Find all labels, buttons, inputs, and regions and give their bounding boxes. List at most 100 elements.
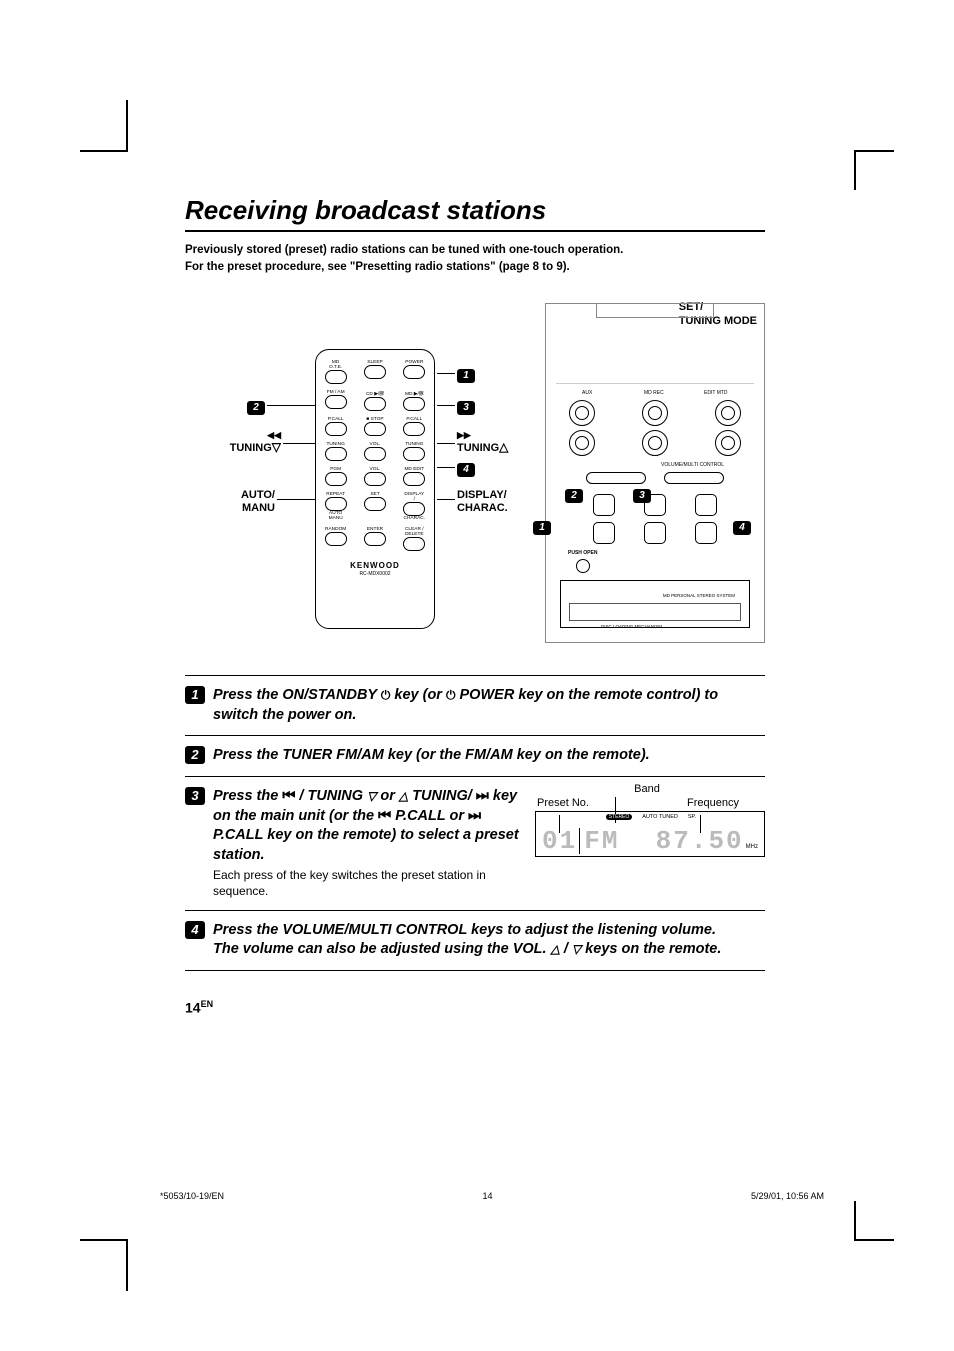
unit-tray: [596, 304, 714, 318]
step-3-d: TUNING/: [408, 788, 476, 804]
remote-button: [364, 365, 386, 379]
crop-mark: [854, 1201, 894, 1241]
step-4-a: Press the VOLUME/MULTI CONTROL keys to a…: [213, 922, 716, 938]
remote-label: P.CALL: [403, 417, 425, 422]
numtag-2: 2: [247, 401, 265, 415]
lcd-top-labels: . Band .: [535, 783, 765, 797]
numtag-1: 1: [533, 521, 551, 535]
unit-knob: [642, 430, 668, 456]
page-number-value: 14: [185, 999, 201, 1015]
remote-label: MD EDIT: [403, 467, 425, 472]
callout-tag-1b: 1: [533, 519, 551, 537]
remote-button: [403, 397, 425, 411]
triangle-up-icon: △: [551, 946, 560, 953]
callout-tuning-left: ◀◀ TUNING▽: [201, 429, 281, 454]
remote-label: TUNING: [403, 442, 425, 447]
step-3-sub: Each press of the key switches the prese…: [213, 867, 521, 899]
remote-button: [325, 497, 347, 511]
lcd-mid-labels: Preset No. Frequency: [535, 797, 765, 811]
remote-button: [325, 532, 347, 546]
remote-button: [403, 502, 425, 516]
callout-line: [437, 467, 455, 468]
callout-tuning-right-text: TUNING: [457, 442, 499, 454]
remote-label: MD O.T.E.: [325, 360, 347, 370]
remote-button: [364, 422, 386, 436]
remote-label: DISPLAY /: [403, 492, 425, 502]
lcd-freq-label: Frequency: [687, 797, 739, 809]
remote-label: PGM: [325, 467, 347, 472]
lcd-band-value: FM: [579, 828, 619, 854]
step-4: 4 Press the VOLUME/MULTI CONTROL keys to…: [185, 911, 765, 971]
crop-mark: [854, 150, 894, 190]
step-2: 2 Press the TUNER FM/AM key (or the FM/A…: [185, 736, 765, 777]
remote-button: [403, 537, 425, 551]
step-3-f: P.CALL or: [391, 808, 468, 824]
page-content: Receiving broadcast stations Previously …: [185, 195, 765, 1015]
callout-tag-2: 2: [247, 399, 265, 417]
remote-button: [364, 447, 386, 461]
remote-button: [364, 472, 386, 486]
triangle-down-icon: ▽: [367, 793, 376, 800]
unit-ctrl-row-2: [578, 522, 732, 544]
unit-ctrl-button: [695, 494, 717, 516]
remote-button: [403, 447, 425, 461]
unit-knob-label: MD REC: [644, 390, 664, 396]
page-title: Receiving broadcast stations: [185, 195, 765, 232]
unit-knob: [715, 430, 741, 456]
unit-push-open-label: PUSH OPEN: [568, 550, 597, 556]
remote-button: [325, 472, 347, 486]
unit-ctrl-button: [695, 522, 717, 544]
unit-ctrl-button: [593, 522, 615, 544]
callout-auto-manu: AUTO/ MANU: [215, 489, 275, 514]
step-number-2: 2: [185, 746, 205, 764]
diagram-area: SET/ TUNING MODE MD O.T.E. SLEEP POWER F…: [185, 271, 765, 651]
power-icon: ⏻: [381, 688, 391, 702]
unit-knob: [715, 400, 741, 426]
callout-tuning-right: ▶▶ TUNING△: [457, 429, 508, 454]
step-3-c: or: [376, 788, 399, 804]
remote-control-diagram: MD O.T.E. SLEEP POWER FM / AM CD ▶/䐁 MD …: [315, 349, 435, 629]
unit-knob: [569, 430, 595, 456]
lcd-freq-value: 87.50: [656, 828, 744, 854]
unit-knob: [642, 400, 668, 426]
footer-right: 5/29/01, 10:56 AM: [751, 1191, 824, 1201]
step-number-4: 4: [185, 921, 205, 939]
page-number: 14EN: [185, 999, 765, 1016]
unit-screen-inner: [569, 603, 741, 621]
remote-label: SLEEP: [364, 360, 386, 365]
numtag-1: 1: [457, 369, 475, 383]
step-1-text-b: key (or: [390, 687, 446, 703]
unit-screen: MD PERSONAL STEREO SYSTEM DISC LOADING M…: [560, 580, 750, 628]
unit-screen-sub: DISC LOADING MECHANISM: [601, 624, 662, 629]
skip-prev-icon: ⏮: [282, 788, 295, 804]
numtag-3: 3: [457, 401, 475, 415]
callout-line: [277, 499, 315, 500]
lcd-mhz: MHz: [746, 844, 758, 850]
remote-button: [325, 370, 347, 384]
step-number-3: 3: [185, 787, 205, 805]
remote-label: AUTO MANU: [325, 511, 347, 521]
remote-button: [364, 497, 386, 511]
callout-tuning-left-text: TUNING: [230, 442, 272, 454]
unit-screen-strip: MD PERSONAL STEREO SYSTEM: [663, 593, 735, 598]
lcd-indicators: STEREO AUTO TUNED SP.: [606, 814, 696, 820]
step-4-c: keys on the remote.: [581, 941, 721, 957]
crop-mark: [126, 1241, 128, 1291]
step-1-head: Press the ON/STANDBY ⏻ key (or ⏻ POWER k…: [213, 686, 765, 725]
lcd-band-label: Band: [634, 783, 660, 795]
step-2-head: Press the TUNER FM/AM key (or the FM/AM …: [213, 746, 765, 766]
remote-brand: KENWOOD: [316, 561, 434, 570]
lcd-stereo-pill: STEREO: [606, 814, 633, 820]
remote-label: CHARAC.: [403, 516, 425, 521]
remote-button: [325, 422, 347, 436]
unit-ctrl-button: [593, 494, 615, 516]
callout-tag-3: 3: [457, 399, 475, 417]
lcd-display: STEREO AUTO TUNED SP. 01 FM 87.50 MHz: [535, 811, 765, 857]
remote-model: RC-MDX0002: [316, 571, 434, 577]
remote-label: POWER: [403, 360, 425, 365]
callout-display-charac: DISPLAY/ CHARAC.: [457, 489, 508, 514]
triangle-up-icon: △: [399, 793, 408, 800]
callout-tag-2b: 2: [565, 487, 583, 505]
remote-label: RANDOM: [325, 527, 347, 532]
callout-line: [437, 499, 455, 500]
